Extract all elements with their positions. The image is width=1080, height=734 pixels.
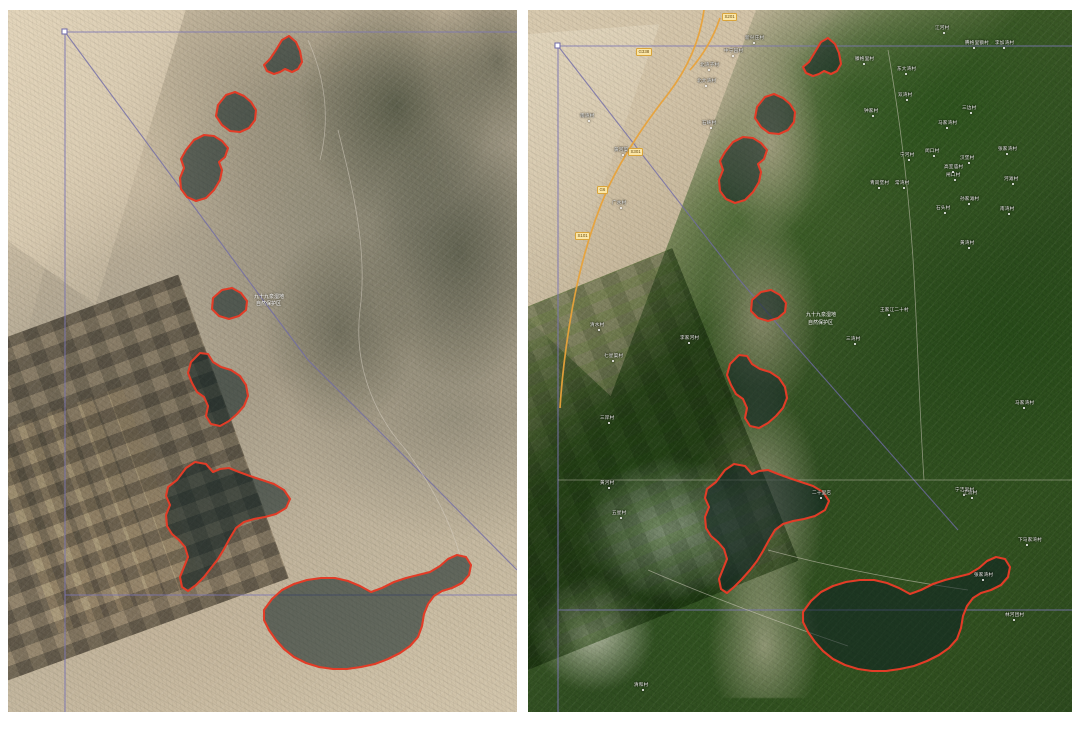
- place-marker-19: [872, 115, 874, 117]
- place-marker-7: [973, 47, 975, 49]
- place-marker-43: [1013, 619, 1015, 621]
- place-marker-44: [608, 487, 610, 489]
- place-marker-17: [968, 203, 970, 205]
- aoi-polygon-5: [186, 351, 250, 428]
- right-aoi-label-line1: 九十九泉湿地: [806, 312, 837, 318]
- right-image-grain: [528, 10, 1072, 712]
- road-shield-2: S301: [628, 148, 644, 156]
- right-aoi-label-line2: 自然保护区: [808, 320, 834, 326]
- place-marker-10: [906, 99, 908, 101]
- place-marker-0: [708, 69, 710, 71]
- place-marker-36: [608, 422, 610, 424]
- right-aoi-polygons: [703, 36, 1012, 673]
- place-marker-21: [1006, 153, 1008, 155]
- place-marker-6: [943, 32, 945, 34]
- place-marker-42: [1026, 544, 1028, 546]
- place-marker-16: [903, 187, 905, 189]
- left-aoi-label-line2: 自然保护区: [256, 301, 282, 307]
- aoi-polygon-4: [749, 288, 788, 323]
- place-marker-33: [588, 120, 590, 122]
- aoi-polygon-7: [262, 553, 473, 671]
- aoi-polygon-6: [164, 460, 292, 593]
- place-marker-29: [963, 494, 965, 496]
- place-marker-9: [1003, 47, 1005, 49]
- place-marker-28: [888, 314, 890, 316]
- left-drainage-network: [307, 39, 461, 556]
- road-shield-1: G338: [636, 48, 652, 56]
- place-marker-35: [620, 207, 622, 209]
- place-marker-14: [908, 159, 910, 161]
- right-terrain-texture: [528, 10, 1072, 712]
- aoi-polygon-5: [725, 353, 789, 430]
- place-marker-8: [905, 73, 907, 75]
- place-marker-20: [933, 155, 935, 157]
- left-aoi-label-line1: 九十九泉湿地: [254, 294, 285, 300]
- place-marker-27: [1008, 213, 1010, 215]
- aoi-polygon-4: [210, 286, 249, 321]
- place-marker-41: [971, 497, 973, 499]
- place-marker-39: [688, 342, 690, 344]
- place-marker-15: [954, 179, 956, 181]
- dry-season-panel: 九十九泉湿地 自然保护区: [8, 10, 517, 712]
- aoi-polygon-6: [703, 462, 831, 595]
- wet-season-panel: S201 G338 S301 G6 S101 九十九泉湿地 自然保护区 北湾子村…: [528, 10, 1072, 712]
- road-shield-3: G6: [597, 186, 608, 194]
- place-marker-26: [878, 187, 880, 189]
- place-marker-37: [620, 517, 622, 519]
- aoi-polygon-3: [178, 133, 230, 203]
- place-marker-5: [863, 63, 865, 65]
- aoi-polygon-1: [801, 36, 843, 78]
- place-marker-31: [598, 329, 600, 331]
- road-shield-4: S101: [575, 232, 591, 240]
- place-marker-11: [946, 127, 948, 129]
- place-marker-24: [1012, 183, 1014, 185]
- place-marker-13: [970, 112, 972, 114]
- road-shield-0: S201: [722, 13, 738, 21]
- right-road-network: [558, 10, 1072, 647]
- aoi-polygon-1: [262, 34, 304, 76]
- place-marker-40: [982, 579, 984, 581]
- left-vector-overlay: [61, 28, 517, 712]
- aoi-polygon-3: [717, 135, 769, 205]
- place-marker-32: [612, 360, 614, 362]
- aoi-polygon-7: [801, 555, 1012, 673]
- aoi-polygon-2: [753, 92, 797, 136]
- place-marker-3: [732, 55, 734, 57]
- place-marker-2: [705, 85, 707, 87]
- left-aoi-polygons: [164, 34, 473, 671]
- place-marker-34: [622, 154, 624, 156]
- right-vector-overlay: [554, 10, 1072, 712]
- place-marker-1: [753, 42, 755, 44]
- place-marker-38: [820, 497, 822, 499]
- place-marker-30: [1023, 407, 1025, 409]
- place-marker-4: [710, 127, 712, 129]
- place-marker-45: [642, 689, 644, 691]
- aoi-polygon-2: [214, 90, 258, 134]
- place-marker-18: [944, 212, 946, 214]
- left-vegetated-upland: [231, 10, 517, 544]
- place-marker-22: [968, 247, 970, 249]
- place-marker-12: [968, 162, 970, 164]
- place-marker-23: [952, 171, 954, 173]
- place-marker-25: [854, 343, 856, 345]
